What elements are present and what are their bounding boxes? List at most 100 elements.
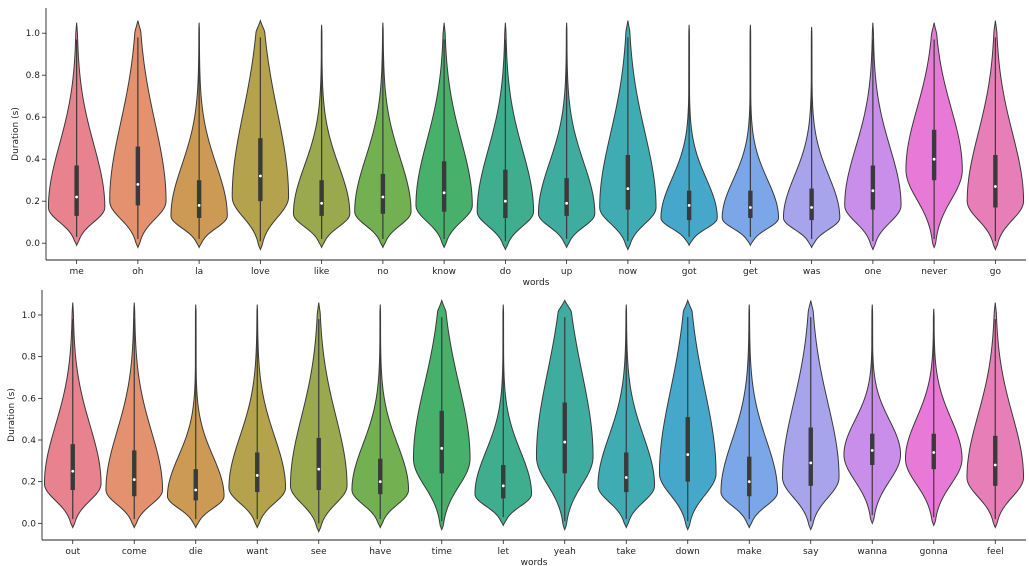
x-tick-label-want: want (246, 547, 269, 557)
x-tick-label-yeah: yeah (554, 547, 576, 557)
violin-make (720, 304, 779, 529)
violin-feel (966, 302, 1025, 529)
violin-got (660, 24, 718, 247)
violin-iqr-see (316, 437, 321, 490)
x-tick-label-me: me (69, 267, 84, 277)
y-tick-label: 1.0 (22, 311, 37, 321)
y-tick-label: 0.8 (22, 353, 37, 363)
violin-median-feel (993, 463, 997, 467)
violin-iqr-go (993, 155, 998, 208)
violin-la (170, 22, 228, 249)
violin-want (228, 304, 287, 529)
violin-iqr-la (196, 180, 202, 218)
x-tick-label-love: love (251, 267, 270, 277)
violin-median-wanna (870, 449, 874, 452)
violin-know (415, 22, 473, 249)
x-tick-label-gonna: gonna (920, 547, 948, 557)
violin-median-yeah (563, 440, 567, 444)
violin-iqr-up (564, 178, 569, 216)
x-tick-label-do: do (500, 267, 512, 277)
violin-iqr-take (624, 452, 629, 493)
violin-median-want (255, 474, 259, 477)
y-tick-label: 0.0 (22, 519, 37, 529)
violin-one (844, 22, 902, 251)
violin-median-die (194, 488, 198, 492)
y-axis-label: Duration (s) (7, 388, 17, 442)
x-tick-label-out: out (65, 547, 80, 557)
violin-iqr-time (439, 410, 444, 474)
violin-oh (109, 20, 167, 249)
violin-median-see (317, 467, 321, 471)
violin-iqr-make (747, 456, 752, 497)
violin-median-know (442, 191, 446, 195)
violin-median-oh (136, 183, 140, 186)
violin-iqr-me (74, 165, 79, 216)
x-tick-label-make: make (737, 547, 762, 557)
violin-median-like (320, 201, 324, 205)
violin-iqr-love (258, 138, 263, 202)
violin-iqr-want (255, 452, 260, 493)
violin-median-now (626, 187, 630, 191)
x-tick-label-never: never (921, 267, 947, 277)
y-tick-label: 0.4 (26, 155, 41, 165)
x-tick-label-let: let (497, 547, 509, 557)
chart-panel-1: 0.0 0.2 0.4 0.6 0.8 1.0 Duration (s) words me oh l… (11, 8, 1026, 288)
violin-median-go (993, 185, 997, 188)
violin-was (782, 26, 841, 249)
y-tick-label: 0.0 (26, 239, 41, 249)
violin-iqr-never (931, 129, 937, 181)
violin-down (658, 298, 717, 531)
violin-now (599, 20, 657, 251)
x-tick-label-now: now (619, 267, 638, 277)
violin-time (412, 298, 471, 531)
y-axis-label: Duration (s) (11, 107, 21, 161)
violin-iqr-feel (993, 435, 998, 486)
violin-say (781, 300, 840, 531)
violin-iqr-have (378, 458, 383, 495)
violin-go (966, 20, 1025, 251)
violin-iqr-now (625, 155, 631, 210)
violin-love (231, 19, 290, 251)
violin-median-get (748, 206, 752, 209)
x-tick-label-go: go (990, 267, 1002, 277)
violin-see (289, 302, 348, 533)
violin-median-make (747, 480, 751, 484)
x-tick-label-like: like (314, 267, 330, 277)
x-tick-label-feel: feel (987, 547, 1004, 557)
violin-median-no (381, 195, 385, 199)
x-tick-label-time: time (432, 547, 453, 557)
violin-die (166, 304, 225, 529)
violin-do (476, 22, 535, 251)
violin-median-let (501, 484, 505, 488)
violin-median-one (871, 189, 875, 193)
y-tick-label: 0.8 (26, 71, 41, 81)
x-tick-label-come: come (122, 547, 147, 557)
x-tick-label-oh: oh (132, 267, 143, 277)
x-axis-label: words (521, 558, 548, 566)
y-tick-label: 0.2 (26, 197, 40, 207)
violin-median-love (258, 174, 262, 178)
violin-iqr-yeah (562, 402, 567, 474)
violin-iqr-no (380, 173, 386, 214)
x-tick-label-no: no (377, 267, 389, 277)
x-tick-label-get: get (743, 267, 758, 277)
violin-out (43, 302, 102, 529)
x-tick-label-one: one (865, 267, 882, 277)
violin-median-got (687, 204, 691, 207)
violin-median-do (503, 199, 507, 203)
violin-iqr-oh (135, 146, 141, 206)
violin-median-say (809, 461, 813, 465)
violin-iqr-one (870, 165, 876, 210)
violin-have (351, 304, 410, 529)
violin-let (474, 304, 533, 527)
violin-up (537, 22, 596, 249)
violin-iqr-down (685, 417, 690, 482)
y-tick-label: 0.4 (22, 436, 37, 446)
x-tick-label-say: say (803, 547, 819, 557)
violin-like (292, 24, 351, 249)
y-tick-label: 0.6 (26, 113, 41, 123)
violin-iqr-get (748, 190, 753, 218)
violin-yeah (535, 299, 594, 531)
x-tick-label-got: got (682, 267, 697, 277)
violin-median-gonna (932, 451, 936, 454)
